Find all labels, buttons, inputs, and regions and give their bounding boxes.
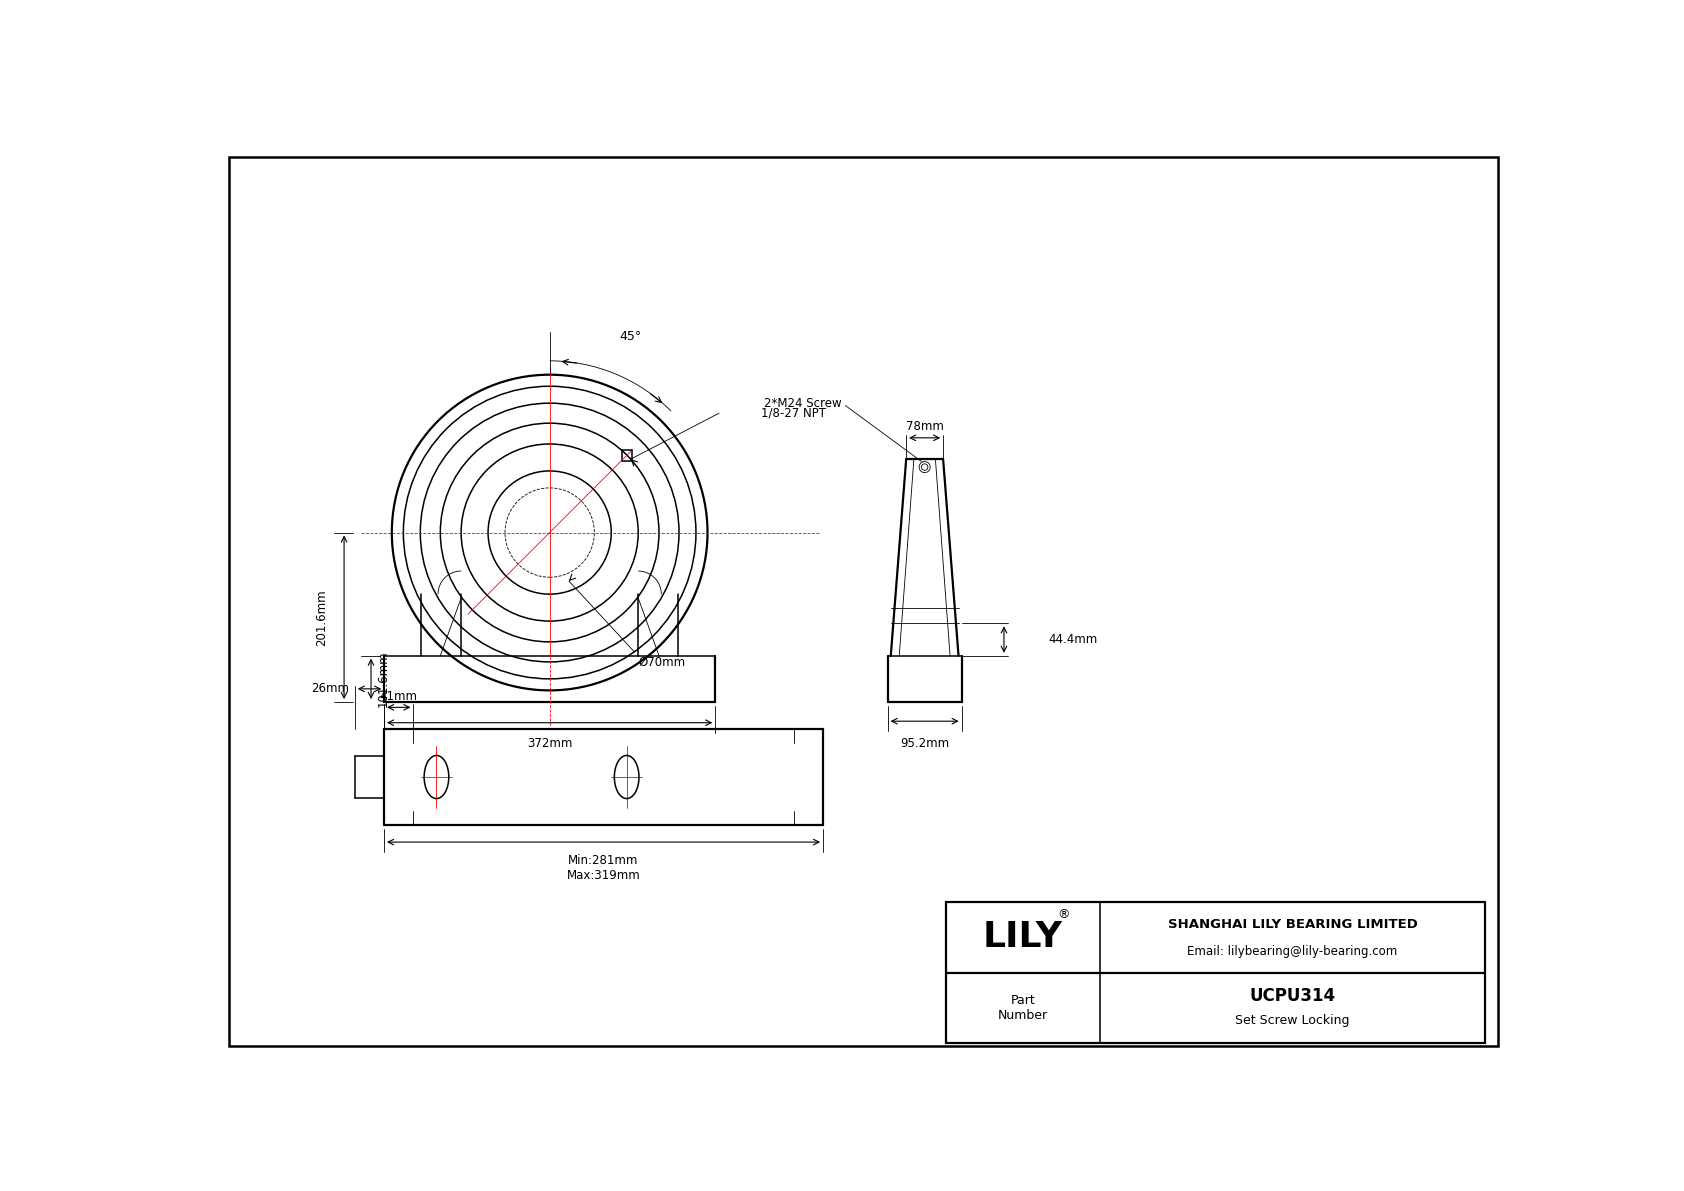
Text: 201.6mm: 201.6mm bbox=[315, 588, 328, 646]
Text: Min:281mm: Min:281mm bbox=[569, 854, 638, 867]
Text: 41mm: 41mm bbox=[379, 690, 418, 703]
Text: 95.2mm: 95.2mm bbox=[899, 737, 950, 750]
Text: 372mm: 372mm bbox=[527, 736, 573, 749]
Text: 26mm: 26mm bbox=[310, 682, 349, 696]
Text: 101.6mm: 101.6mm bbox=[377, 650, 389, 707]
Text: Part
Number: Part Number bbox=[999, 993, 1047, 1022]
Text: Set Screw Locking: Set Screw Locking bbox=[1236, 1014, 1351, 1027]
Text: Ø70mm: Ø70mm bbox=[638, 656, 685, 668]
Bar bbox=[946, 902, 1485, 1043]
Text: 78mm: 78mm bbox=[906, 419, 943, 432]
Text: Email: lilybearing@lily-bearing.com: Email: lilybearing@lily-bearing.com bbox=[1187, 944, 1398, 958]
Text: 45°: 45° bbox=[620, 330, 642, 343]
Text: UCPU314: UCPU314 bbox=[1250, 987, 1335, 1005]
Text: 2*M24 Screw: 2*M24 Screw bbox=[765, 398, 842, 411]
Text: SHANGHAI LILY BEARING LIMITED: SHANGHAI LILY BEARING LIMITED bbox=[1167, 918, 1418, 931]
Text: 44.4mm: 44.4mm bbox=[1049, 634, 1098, 646]
Text: ®: ® bbox=[1058, 908, 1069, 921]
Text: Max:319mm: Max:319mm bbox=[568, 869, 640, 883]
Text: 1/8-27 NPT: 1/8-27 NPT bbox=[761, 406, 827, 419]
Text: LILY: LILY bbox=[983, 921, 1063, 954]
